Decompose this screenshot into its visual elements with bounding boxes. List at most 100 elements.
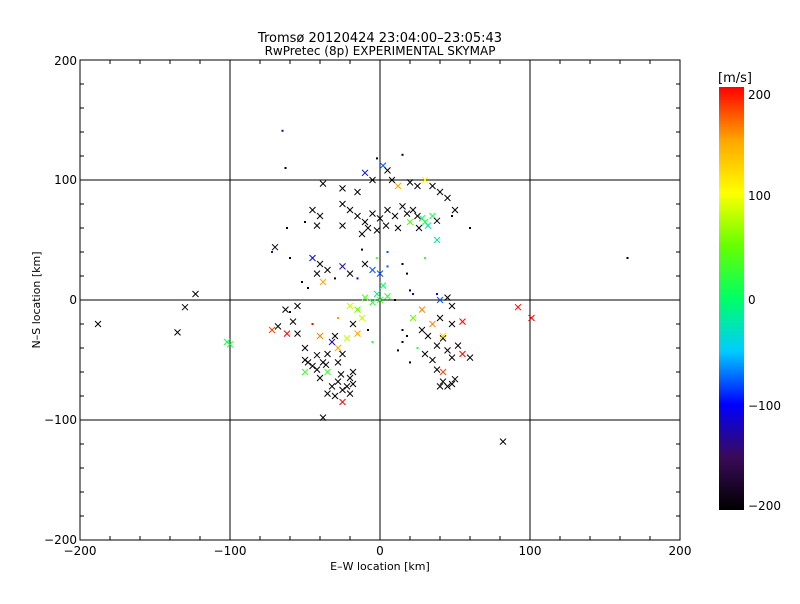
data-point-cross <box>394 224 402 232</box>
data-point-dot <box>401 263 404 265</box>
data-point-cross <box>448 380 456 388</box>
data-point-dot <box>361 248 363 251</box>
data-point-cross <box>337 371 345 378</box>
data-point-cross <box>376 270 384 277</box>
data-point-cross <box>319 180 327 187</box>
data-point-cross <box>361 169 369 177</box>
colorbar-tick: −100 <box>748 399 781 413</box>
data-point-cross <box>324 368 331 376</box>
data-point-cross <box>346 374 354 382</box>
colorbar-label: [m/s] <box>718 71 752 86</box>
data-point-cross <box>343 335 351 342</box>
data-point-cross <box>316 332 324 340</box>
data-point-cross <box>349 380 357 388</box>
data-point-cross <box>388 176 396 184</box>
data-point-cross <box>382 222 390 229</box>
data-point-dot <box>376 257 378 259</box>
colorbar-gradient <box>719 87 744 510</box>
data-point-dot <box>406 272 408 275</box>
data-point-cross <box>316 260 324 268</box>
data-point-cross <box>406 218 414 226</box>
data-point-cross <box>313 270 321 277</box>
data-points <box>94 129 629 445</box>
data-point-cross <box>433 236 441 244</box>
data-point-cross <box>439 332 447 340</box>
data-point-dot <box>409 289 411 292</box>
data-point-cross <box>301 368 309 376</box>
x-tick-label: −100 <box>214 544 247 558</box>
y-tick-label: 100 <box>54 173 77 187</box>
data-point-cross <box>289 318 297 325</box>
data-point-cross <box>361 218 369 226</box>
data-point-cross <box>424 222 432 229</box>
data-point-dot <box>397 349 399 352</box>
data-point-cross <box>433 342 441 349</box>
data-point-cross <box>415 224 423 232</box>
data-point-cross <box>316 212 324 220</box>
data-point-cross <box>319 414 327 421</box>
data-point-cross <box>358 314 366 322</box>
data-point-cross <box>384 293 391 300</box>
data-point-cross <box>399 203 406 210</box>
data-point-cross <box>444 347 451 354</box>
data-point-cross <box>384 167 391 174</box>
y-axis-ticks: −200 −100 0 100 200 <box>44 54 77 547</box>
data-point-cross <box>294 330 301 337</box>
data-point-cross <box>373 227 381 234</box>
colorbar-tick: −200 <box>748 499 781 513</box>
data-point-cross <box>369 266 376 274</box>
x-axis-label: E–W location [km] <box>330 560 430 573</box>
data-point-cross <box>433 366 441 373</box>
data-point-cross <box>421 176 429 184</box>
x-tick-label: 100 <box>519 544 542 558</box>
data-point-cross <box>331 392 339 400</box>
data-point-dot <box>271 251 273 253</box>
data-point-dot <box>416 347 419 349</box>
data-point-cross <box>334 378 342 385</box>
data-point-cross <box>429 182 436 190</box>
y-axis-label: N–S location [km] <box>30 251 43 348</box>
data-point-dot <box>401 341 404 343</box>
data-point-cross <box>444 294 451 301</box>
data-point-cross <box>444 194 451 202</box>
x-tick-label: 200 <box>669 544 692 558</box>
data-point-dot <box>406 335 408 337</box>
data-point-cross <box>309 362 316 370</box>
data-point-cross <box>433 217 441 225</box>
data-point-cross <box>436 296 444 304</box>
data-point-cross <box>313 351 321 359</box>
data-point-dot <box>367 329 369 331</box>
data-point-cross <box>499 438 507 445</box>
data-point-dot <box>401 153 404 156</box>
data-point-cross <box>268 326 276 334</box>
data-point-cross <box>339 185 346 192</box>
data-point-dot <box>289 311 291 313</box>
data-point-cross <box>346 390 354 397</box>
data-point-cross <box>369 210 376 217</box>
data-point-cross <box>346 270 354 277</box>
colorbar-tick: 0 <box>748 293 756 307</box>
data-point-cross <box>421 350 429 358</box>
data-point-dot <box>334 277 336 280</box>
data-point-dot <box>376 157 378 160</box>
data-point-dot <box>412 293 414 295</box>
data-point-cross <box>528 314 535 322</box>
data-point-cross <box>451 206 459 214</box>
data-point-cross <box>334 359 342 366</box>
data-point-cross <box>282 306 289 313</box>
data-point-cross <box>354 306 361 313</box>
data-point-cross <box>436 314 444 322</box>
data-point-cross <box>328 338 336 346</box>
data-point-cross <box>384 206 391 214</box>
data-point-cross <box>358 230 366 238</box>
data-point-dot <box>301 281 303 283</box>
data-point-cross <box>309 254 316 262</box>
data-point-cross <box>439 335 447 342</box>
y-tick-label: 0 <box>69 293 77 307</box>
data-point-cross <box>514 303 522 311</box>
data-point-cross <box>294 302 301 310</box>
data-point-dot <box>436 293 438 295</box>
data-point-dot <box>307 287 309 289</box>
data-point-cross <box>339 386 346 394</box>
data-point-cross <box>324 390 331 397</box>
